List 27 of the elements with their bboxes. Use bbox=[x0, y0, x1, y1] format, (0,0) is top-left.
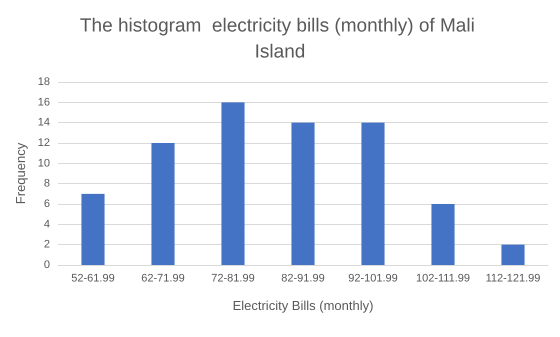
y-tick-label: 18 bbox=[38, 76, 50, 88]
y-tick-label: 10 bbox=[38, 157, 50, 170]
bar bbox=[151, 143, 175, 265]
x-tick-label: 52-61.99 bbox=[71, 272, 115, 284]
y-tick-label: 14 bbox=[38, 116, 50, 129]
x-tick-label: 92-101.99 bbox=[348, 272, 398, 284]
y-tick-label: 6 bbox=[44, 198, 50, 210]
y-tick-label: 2 bbox=[44, 238, 50, 251]
y-tick-label: 12 bbox=[38, 137, 50, 149]
y-tick-label: 8 bbox=[44, 178, 50, 190]
x-tick-label: 112-121.99 bbox=[486, 272, 540, 284]
y-tick-label: 16 bbox=[38, 96, 50, 108]
bar bbox=[501, 244, 525, 265]
bar bbox=[431, 204, 455, 265]
y-tick-label: 4 bbox=[44, 218, 50, 230]
bar bbox=[361, 122, 385, 265]
x-tick-label: 82-91.99 bbox=[281, 272, 325, 284]
bar bbox=[81, 194, 105, 265]
bar bbox=[291, 122, 315, 265]
chart-title: The histogram electricity bills (monthly) of Mali Island bbox=[80, 16, 480, 62]
y-axis-title: Frequency bbox=[12, 142, 28, 204]
x-axis-title: Electricity Bills (monthly) bbox=[232, 298, 374, 313]
bar bbox=[221, 102, 245, 265]
y-tick-label: 0 bbox=[44, 259, 50, 271]
x-tick-label: 62-71.99 bbox=[141, 272, 185, 284]
x-tick-label: 102-111.99 bbox=[416, 272, 470, 284]
x-tick-label: 72-81.99 bbox=[211, 272, 255, 284]
